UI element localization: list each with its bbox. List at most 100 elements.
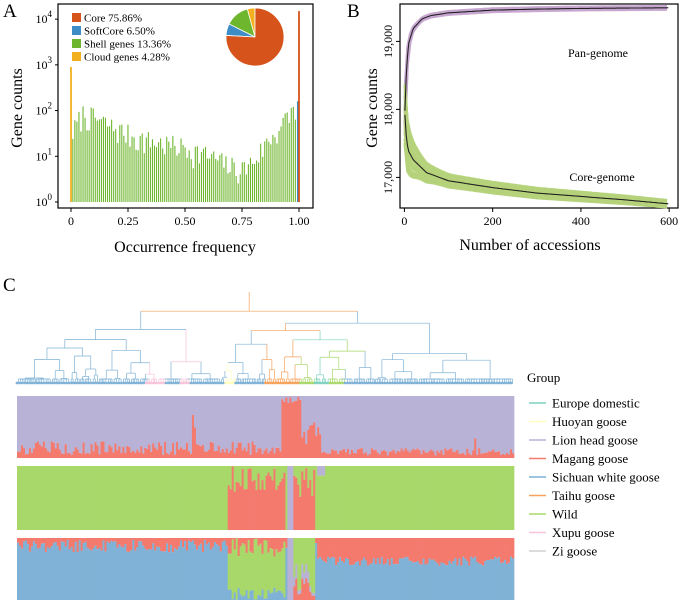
admixture-segment [80,466,83,530]
admixture-segment [265,540,268,599]
admixture-segment [360,560,364,600]
admixture-segment [510,466,513,530]
tree-tip-dot [462,381,466,385]
admixture-segment [172,396,175,444]
tree-tip-dot [336,381,339,385]
admixture-segment [358,538,362,566]
tree-tip-dot [32,381,36,385]
admixture-segment [170,544,173,600]
admixture-segment [239,594,242,600]
admixture-segment [253,466,256,481]
admixture-segment [436,563,439,600]
admixture-segment [227,553,231,590]
pan-genome-replicate [403,7,667,119]
admixture-segment [460,453,463,458]
admixture-segment [271,549,274,593]
admixture-segment [52,543,56,600]
panel-b-lines [404,7,669,205]
admixture-segment [144,538,147,549]
tree-tip-dot [214,381,218,385]
admixture-segment [142,466,145,530]
admixture-segment [150,396,153,452]
admixture-segment [331,538,334,558]
admixture-segment [253,539,256,600]
admixture-segment [168,466,171,530]
admixture-segment [32,538,36,542]
admixture-segment [64,546,68,600]
admixture-segment [321,452,324,458]
admixture-segment [94,545,97,600]
admixture-segment [404,538,407,557]
admixture-row-1 [17,396,515,458]
admixture-segment [183,538,187,542]
admixture-segment [170,466,173,530]
b-ytick-label: 17,000 [381,161,395,194]
admixture-segment [193,544,197,600]
tree-tip-dot [142,381,146,385]
admixture-segment [396,538,400,565]
admixture-segment [502,396,505,454]
admixture-segment [251,466,254,482]
tree-tip-dot [231,381,235,385]
admixture-segment [84,538,87,542]
admixture-segment [158,396,161,443]
admixture-segment [339,557,342,600]
phylogenetic-tree [15,292,513,385]
admixture-segment [84,453,87,458]
admixture-segment [24,538,28,541]
admixture-segment [166,538,169,544]
admixture-segment [506,466,509,530]
admixture-segment [112,452,115,458]
admixture-segment [213,451,217,458]
admixture-segment [374,450,378,458]
a-ytick-label: 100 [36,192,53,209]
admixture-segment [347,448,350,458]
admixture-segment [74,541,77,600]
tree-tip-dot [475,381,479,385]
admixture-segment [416,396,419,449]
admixture-segment [223,540,227,600]
core-genome-annotation: Core-genome [569,170,634,184]
tree-tip-dot [313,381,317,385]
admixture-segment [396,450,400,458]
legend-label-shell: Shell genes 13.36% [84,39,171,51]
admixture-segment [76,466,79,530]
admixture-segment [498,538,501,558]
admixture-segment [502,538,505,563]
admixture-segment [341,466,344,530]
tree-tip-dot [269,381,272,385]
admixture-segment [398,538,402,559]
admixture-segment [108,543,111,600]
admixture-segment [20,396,24,446]
admixture-segment [72,451,75,458]
admixture-segment [287,396,290,403]
tree-tip-dot [507,381,511,385]
admixture-segment [321,396,324,453]
admixture-segment [90,550,93,600]
tree-tip-dot [447,381,451,385]
admixture-segment [112,466,115,530]
admixture-segment [249,551,252,591]
admixture-segment [303,396,306,432]
admixture-segment [152,466,155,530]
admixture-segment [432,396,435,452]
admixture-segment [352,466,356,530]
admixture-segment [199,543,203,600]
admixture-segment [327,556,330,600]
admixture-segment [227,589,231,600]
admixture-segment [221,448,225,458]
admixture-segment [245,590,248,600]
admixture-segment [269,548,272,594]
admixture-segment [243,447,246,458]
admixture-segment [307,396,310,430]
admixture-segment [408,452,411,458]
admixture-segment [82,538,85,544]
admixture-segment [440,396,443,451]
admixture-segment [128,551,131,600]
admixture-segment [261,453,264,458]
admixture-segment [376,466,380,530]
admixture-segment [452,466,455,530]
tree-tip-dot [239,381,243,385]
admixture-segment [54,538,58,542]
admixture-segment [68,452,72,458]
